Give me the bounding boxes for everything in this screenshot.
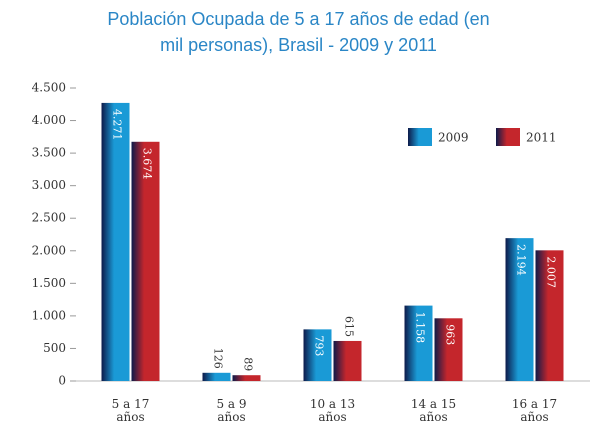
- value-label: 793: [313, 335, 326, 356]
- y-tick-label: 4.500: [32, 81, 66, 95]
- y-tick-label: 3.500: [32, 146, 66, 160]
- value-label: 4.271: [111, 109, 124, 141]
- legend-swatch: [496, 128, 520, 146]
- bar: [101, 102, 130, 381]
- legend-label: 2011: [526, 131, 557, 145]
- bar: [232, 375, 261, 381]
- chart-title: Población Ocupada de 5 a 17 años de edad…: [107, 9, 490, 55]
- x-tick-label: 14 a 15 años: [410, 397, 457, 424]
- y-tick-label: 500: [43, 341, 66, 355]
- legend-label: 2009: [438, 131, 469, 145]
- legend-swatch: [408, 128, 432, 146]
- value-label: 3.674: [141, 148, 154, 180]
- value-label: 2.007: [545, 256, 558, 288]
- y-tick-label: 2.500: [32, 211, 66, 225]
- y-tick-label: 1.500: [32, 276, 66, 290]
- value-label: 2.194: [515, 244, 528, 276]
- y-tick-label: 1.000: [32, 308, 66, 322]
- x-tick-label: 10 a 13 años: [309, 397, 356, 424]
- x-tick-label: 5 a 17 años: [111, 397, 150, 424]
- bar: [535, 250, 564, 381]
- bar: [434, 318, 463, 381]
- bar: [404, 305, 433, 381]
- y-tick-label: 3.000: [32, 178, 66, 192]
- value-label: 89: [242, 357, 255, 371]
- value-label: 1.158: [414, 312, 427, 344]
- y-tick-label: 4.000: [32, 113, 66, 127]
- bar: [505, 238, 534, 381]
- x-tick-label: 16 a 17 años: [511, 397, 558, 424]
- bar: [202, 372, 231, 381]
- x-tick-label: 5 a 9 años: [216, 397, 247, 424]
- y-tick-label: 2.000: [32, 243, 66, 257]
- y-tick-label: 0: [58, 374, 66, 388]
- value-label: 963: [444, 324, 457, 345]
- bar: [333, 340, 362, 381]
- bar: [131, 141, 160, 381]
- bar: [303, 329, 332, 381]
- value-label: 615: [343, 316, 356, 337]
- value-label: 126: [212, 348, 225, 369]
